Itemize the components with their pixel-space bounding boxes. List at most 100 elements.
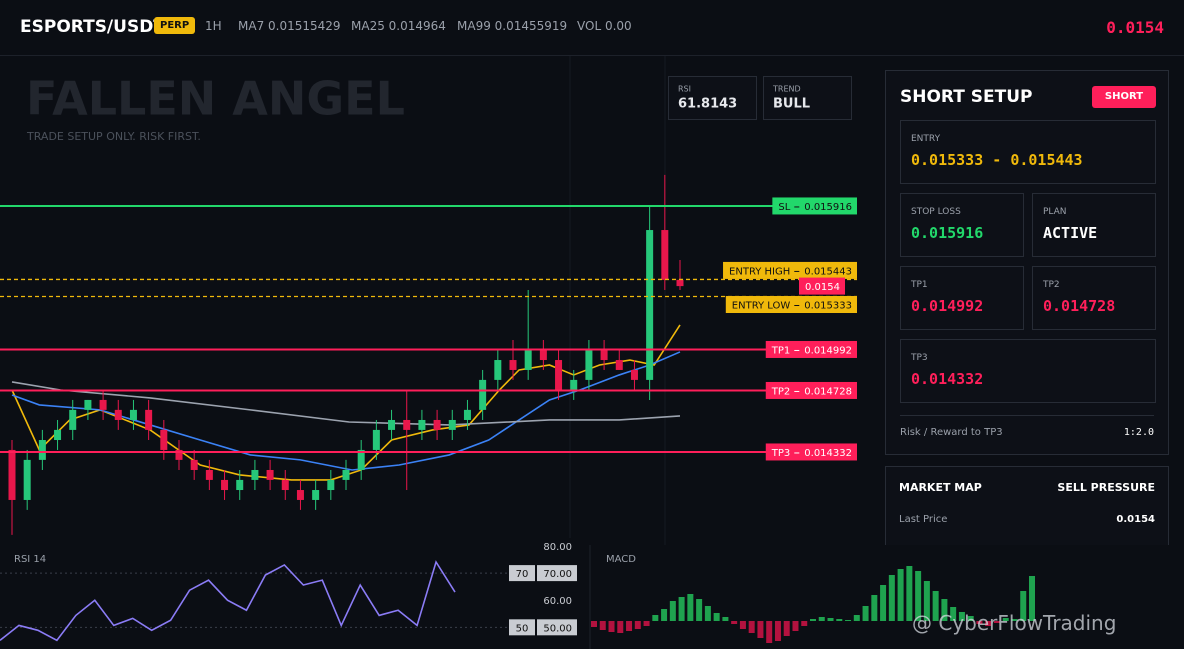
interval[interactable]: 1H (205, 19, 222, 33)
rsi-title: RSI 14 (14, 554, 46, 565)
plan-box: PLAN ACTIVE (1032, 193, 1156, 257)
ma-line (11, 381, 681, 426)
macd-bar (757, 621, 764, 638)
rsi-level-label: 70 (516, 569, 529, 580)
macd-bar (950, 607, 957, 621)
rsi-level-box (509, 565, 535, 582)
candle-body (114, 409, 122, 420)
candle-body (221, 479, 229, 491)
candle-body (479, 379, 487, 410)
level-tag (725, 296, 857, 314)
candle-body (84, 399, 92, 410)
macd-bar (608, 621, 615, 632)
level-label: TP3 (771, 448, 791, 459)
macd-bar (1029, 576, 1035, 621)
candle-body (99, 399, 107, 410)
macd-bar (678, 597, 685, 621)
macd-bar (897, 569, 904, 621)
candle-body (600, 349, 608, 361)
candle-body (296, 490, 304, 500)
entry-value: 0.015333 - 0.015443 (911, 151, 1083, 169)
level-tag (765, 340, 857, 358)
macd-bar (669, 601, 676, 621)
level-label: TP1 (771, 345, 791, 356)
macd-bar (591, 621, 597, 627)
candle-body (661, 230, 669, 280)
watermark-title: FALLEN ANGEL (26, 72, 405, 126)
tp2-label: TP2 (1043, 280, 1060, 290)
candle-body (418, 419, 426, 430)
macd-bar (704, 606, 711, 621)
candle-body (23, 459, 31, 500)
direction-badge: SHORT (1092, 86, 1156, 108)
macd-bar (731, 621, 738, 624)
level-tag (765, 443, 857, 461)
candle-body (190, 459, 198, 470)
macd-bar (810, 619, 816, 621)
level-label: SL (778, 202, 790, 213)
sl-label: STOP LOSS (911, 207, 961, 217)
divider (900, 415, 1154, 416)
macd-bar (941, 599, 948, 621)
candle-body (69, 409, 77, 430)
map-last-value: 0.0154 (1116, 514, 1155, 525)
candle-body (38, 440, 46, 460)
market-map: MARKET MAP SELL PRESSURE Last Price 0.01… (885, 466, 1169, 545)
candle-body (145, 409, 153, 430)
rsi-level-label: 50 (516, 623, 529, 634)
stat-box (668, 76, 757, 120)
sl-value: 0.015916 (911, 224, 984, 242)
level-value: 0.015443 (804, 266, 852, 277)
macd-bar (976, 621, 983, 624)
tp1-value: 0.014992 (911, 297, 984, 315)
candle-body (570, 379, 578, 391)
candle-body (448, 419, 456, 430)
rr-value: 1:2.0 (1123, 427, 1154, 438)
macd-bar (687, 594, 694, 621)
macd-bar (845, 620, 852, 621)
rr-label: Risk / Reward to TP3 (900, 427, 1003, 438)
macd-bar (1020, 591, 1027, 621)
level-value: 0.015916 (804, 202, 852, 213)
candle-body (54, 429, 62, 441)
candle-body (630, 369, 638, 380)
candle-body (327, 479, 335, 491)
macd-bar (818, 617, 825, 621)
tp2-box: TP2 0.014728 (1032, 266, 1156, 330)
macd-bar (626, 621, 633, 631)
macd-bar (967, 616, 974, 621)
entry-label: ENTRY (911, 134, 941, 144)
candle-body (615, 360, 623, 370)
level-value: 0.014992 (804, 345, 852, 356)
macd-bar (652, 615, 659, 621)
y-tick-box (537, 619, 577, 636)
macd-bar (696, 599, 703, 621)
footer-watermark: @ CyberFlowTrading (912, 611, 1117, 635)
macd-bar (880, 585, 887, 621)
y-tick-box (537, 538, 577, 554)
stat-value: BULL (773, 97, 810, 112)
macd-bar (1011, 619, 1018, 621)
candle-body (524, 349, 532, 370)
stat-label: TREND (772, 85, 801, 94)
candle-body (175, 449, 183, 460)
sl-box: STOP LOSS 0.015916 (900, 193, 1024, 257)
macd-bar (985, 621, 992, 626)
level-tag (765, 381, 857, 399)
level-tag (772, 197, 857, 215)
level-value: 0.014728 (804, 386, 852, 397)
ma7: MA7 0.01515429 (238, 19, 341, 33)
map-title: MARKET MAP (899, 481, 982, 494)
candle-body (463, 409, 471, 420)
stat-label: RSI (678, 85, 691, 94)
macd-bar (617, 621, 624, 633)
candle-body (281, 479, 289, 491)
candle-body (539, 349, 547, 361)
candle-body (585, 349, 593, 380)
candle-body (129, 409, 137, 420)
macd-bar (993, 621, 1000, 623)
candle-body (403, 419, 411, 430)
level-tag (723, 261, 857, 279)
macd-bar (827, 618, 834, 621)
